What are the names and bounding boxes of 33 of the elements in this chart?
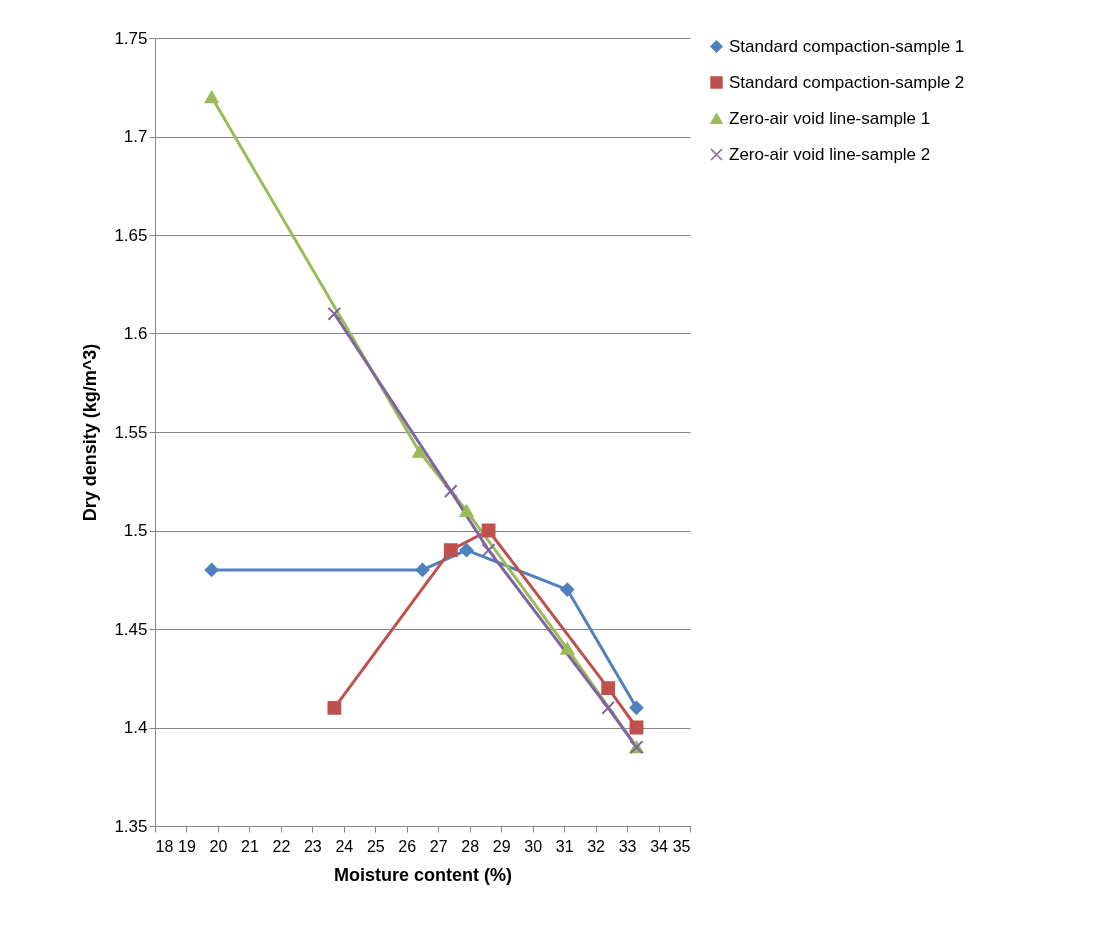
y-tick-label: 1.7: [123, 127, 148, 146]
x-tick-label: 34: [650, 837, 669, 855]
x-tick-label: 24: [335, 837, 354, 855]
x-tick-label: 23: [303, 837, 322, 855]
x-tick-label: 27: [429, 837, 448, 855]
legend-label: Standard compaction-sample 1: [729, 36, 965, 56]
y-axis-title: Dry density (kg/m^3): [80, 343, 101, 522]
legend-label: Standard compaction-sample 2: [729, 72, 965, 92]
x-tick-label: 19: [178, 837, 196, 855]
x-tick-label: 18: [155, 837, 174, 855]
x-tick-label: 35: [672, 837, 691, 855]
x-tick-label: 26: [398, 837, 417, 855]
y-tick-label: 1.55: [114, 422, 148, 442]
legend-label: Zero-air void line-sample 1: [729, 108, 931, 128]
y-tick-label: 1.65: [114, 225, 148, 245]
y-tick-label: 1.6: [123, 324, 148, 343]
x-axis-title: Moisture content (%): [334, 864, 512, 885]
x-tick-label: 20: [209, 837, 228, 855]
y-tick-label: 1.4: [123, 718, 148, 737]
x-tick-label: 30: [524, 837, 543, 855]
y-tick-label: 1.45: [114, 619, 148, 639]
x-tick-label: 25: [366, 837, 385, 855]
x-tick-label: 33: [618, 837, 637, 855]
x-tick-label: 29: [492, 837, 511, 855]
x-tick-label: 32: [587, 837, 606, 855]
x-tick-label: 31: [555, 837, 574, 855]
x-tick-label: 28: [461, 837, 480, 855]
x-tick-label: 22: [272, 837, 291, 855]
y-tick-label: 1.35: [114, 816, 148, 836]
x-tick-label: 21: [241, 837, 259, 855]
legend-label: Zero-air void line-sample 2: [729, 144, 931, 164]
y-tick-label: 1.75: [114, 28, 148, 48]
y-tick-label: 1.5: [123, 521, 148, 540]
